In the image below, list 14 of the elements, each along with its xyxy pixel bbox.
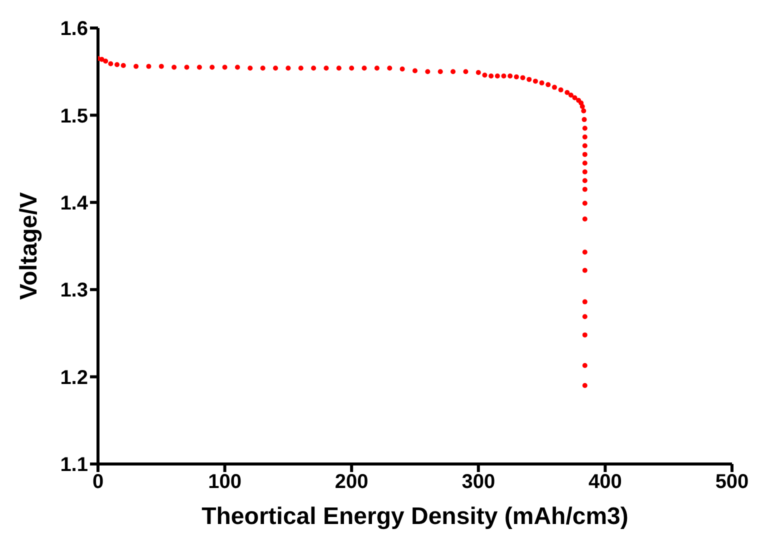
- y-tick-label: 1.1: [60, 454, 88, 476]
- x-tick-label: 400: [588, 471, 622, 494]
- y-tick-label: 1.4: [60, 192, 89, 214]
- x-axis-title: Theortical Energy Density (mAh/cm3): [202, 503, 628, 530]
- x-tick-label: 500: [715, 471, 749, 494]
- x-tick-label: 200: [334, 471, 368, 494]
- y-tick-label: 1.6: [60, 18, 88, 40]
- y-tick-label: 1.3: [60, 280, 88, 302]
- x-tick-label: 300: [462, 471, 496, 494]
- x-tick-label: 100: [208, 471, 242, 494]
- y-tick-label: 1.5: [60, 105, 88, 128]
- y-tick-label: 1.2: [60, 366, 88, 389]
- x-tick-label: 0: [92, 471, 104, 494]
- y-axis-title: Voltage/V: [16, 192, 43, 300]
